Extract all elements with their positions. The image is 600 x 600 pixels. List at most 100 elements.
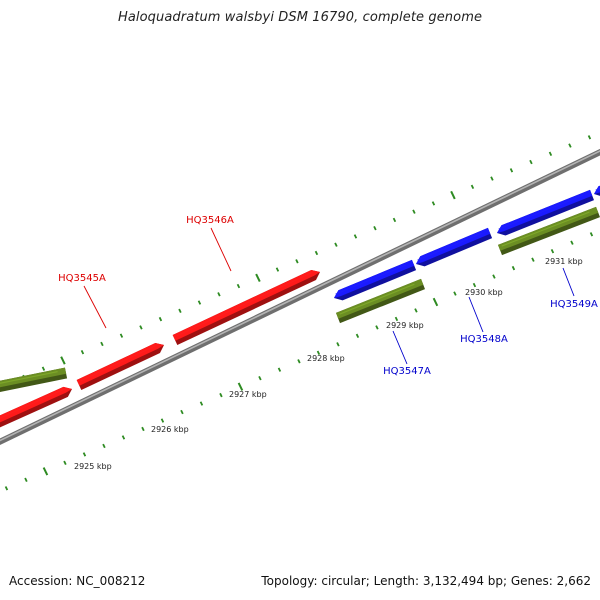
gene-label: HQ3549A [550,299,598,310]
gene-HQ3545A [76,343,164,390]
lower-minor-tick [550,249,555,254]
upper-minor-tick [80,350,85,355]
lower-minor-tick [63,460,67,466]
scale-label: 2929 kbp [386,321,424,330]
upper-minor-tick [548,151,553,156]
scale-label: 2926 kbp [151,425,189,434]
backbone-highlight [0,150,600,442]
lower-minor-tick [219,392,223,398]
lower-minor-tick [570,240,574,245]
upper-minor-tick [490,176,494,181]
upper-major-tick [60,356,66,365]
upper-minor-tick [470,184,475,190]
lower-minor-tick [199,401,204,406]
gene-HQ3545A-face [76,343,164,386]
scale-label: 2927 kbp [229,390,267,399]
upper-minor-tick [275,267,280,272]
gene-blue-right-edge [594,185,600,196]
upper-minor-tick [353,234,358,239]
genome-summary-text: Topology: circular; Length: 3,132,494 bp… [261,574,591,588]
lower-minor-tick [316,350,321,355]
upper-minor-tick [197,300,202,305]
upper-minor-tick [295,259,299,264]
gene-blue-right-edge-face [594,185,600,194]
lower-minor-tick [141,426,145,432]
lower-minor-tick [102,443,106,449]
upper-minor-tick [236,283,241,289]
upper-minor-tick [100,341,104,347]
upper-minor-tick [392,217,397,223]
gene-label: HQ3545A [58,273,106,284]
gene-HQ3547A-blue-highlight [335,264,406,295]
gene-HQ3549A-blue [497,189,594,236]
leader-line-HQ3549A [562,267,575,297]
gene-HQ3547A-olive-highlight [339,283,415,315]
lower-minor-tick [121,435,126,440]
gene-HQ3547A-blue [334,259,417,301]
gene-red-left [0,386,72,428]
gene-HQ3548A-blue [416,227,493,267]
gene-olive-left-highlight [0,371,58,384]
lower-minor-tick [180,409,184,415]
lower-minor-tick [375,325,379,330]
leader-line-HQ3548A [468,296,484,333]
lower-minor-tick [414,308,418,313]
gene-red-left-face [0,386,72,423]
gene-olive-left [0,367,68,393]
label-leader-lines [83,227,575,365]
gene-HQ3549A-blue-highlight [498,194,584,230]
tick-row-lower [4,232,594,491]
gene-HQ3547A-olive [336,278,425,324]
gene-HQ3545A-highlight [80,345,156,382]
upper-minor-tick [509,168,514,173]
accession-text: Accession: NC_008212 [9,574,146,588]
upper-minor-tick [587,135,592,140]
upper-minor-tick [217,292,221,297]
gene-label: HQ3548A [460,334,508,345]
upper-minor-tick [412,209,416,214]
upper-minor-tick [41,366,46,371]
gene-label: HQ3546A [186,215,234,226]
upper-minor-tick [431,201,436,206]
lower-minor-tick [589,232,594,237]
lower-minor-tick [24,477,28,482]
lower-minor-tick [4,486,9,491]
lower-minor-tick [82,452,87,457]
gene-label: HQ3547A [383,366,431,377]
upper-major-tick [450,190,456,200]
page-title: Haloquadratum walsbyi DSM 16790, complet… [117,10,483,25]
scale-label: 2930 kbp [465,288,503,297]
gene-olive-left-face [0,367,67,388]
lower-minor-tick [394,316,399,322]
backbone-line [0,148,600,446]
scale-label: 2925 kbp [74,462,112,471]
scale-labels: 2925 kbp 2926 kbp 2927 kbp 2928 kbp 2929 kbp… [74,257,583,471]
lower-major-tick [237,382,244,391]
upper-minor-tick [529,159,533,165]
upper-minor-tick [178,308,182,314]
leader-line-HQ3545A [83,285,107,329]
gene-HQ3549A-olive-highlight [501,211,590,247]
upper-minor-tick [373,226,377,231]
upper-minor-tick [158,316,163,322]
scale-label: 2931 kbp [545,257,583,266]
lower-major-tick [42,467,49,476]
lower-minor-tick [160,418,165,423]
leader-line-HQ3547A [392,330,408,365]
gene-features [0,185,600,428]
lower-minor-tick [453,291,457,296]
lower-minor-tick [258,376,262,381]
gene-HQ3549A-olive [498,206,600,256]
gene-red-left-highlight [0,388,64,419]
upper-minor-tick [139,325,143,330]
upper-minor-tick [334,242,338,247]
gene-HQ3548A-blue-highlight [417,232,482,261]
lower-minor-tick [336,342,340,347]
gene-HQ3546A-highlight [176,272,312,337]
lower-minor-tick [472,282,477,288]
tick-row-upper [2,135,592,388]
gene-HQ3546A [172,270,320,345]
lower-minor-tick [297,359,301,364]
